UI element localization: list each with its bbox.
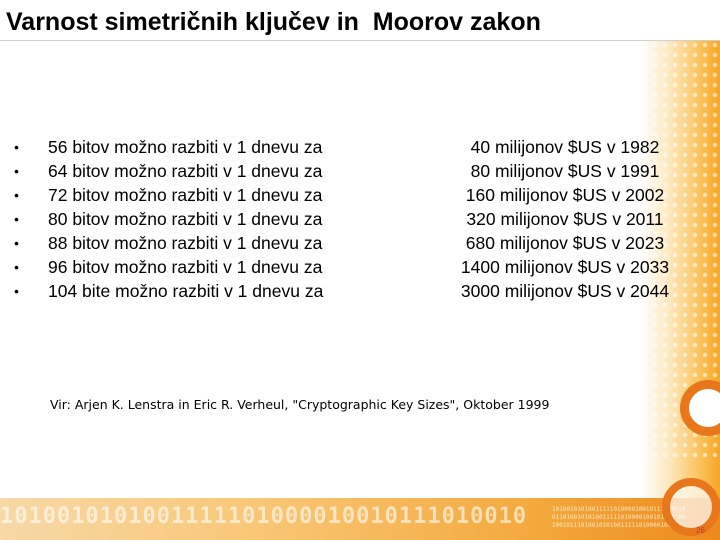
bullet-icon: • <box>14 187 19 203</box>
cost-item: 160 milijonov $US v 2002 <box>465 185 665 205</box>
key-size-list: • 56 bitov možno razbiti v 1 dnevu za • 64… <box>14 135 434 303</box>
binary-digits-small: 1010010101001111101000010010111010010 01… <box>552 506 686 530</box>
binary-line: 1001011101001010100111110100001001011 <box>552 522 686 529</box>
binary-line: 0110100101010011111010000100101110100 <box>552 514 686 521</box>
list-item: • 80 bitov možno razbiti v 1 dnevu za <box>14 207 434 231</box>
list-item: • 88 bitov možno razbiti v 1 dnevu za <box>14 231 434 255</box>
bullet-icon: • <box>14 235 19 251</box>
bullet-icon: • <box>14 211 19 227</box>
bullet-icon: • <box>14 139 19 155</box>
slide-title: Varnost simetričnih ključev in Moorov za… <box>6 8 541 36</box>
list-item-text: 104 bite možno razbiti v 1 dnevu za <box>48 280 324 301</box>
list-item: • 56 bitov možno razbiti v 1 dnevu za <box>14 135 434 159</box>
decorative-ring-icon <box>662 478 720 536</box>
list-item: • 64 bitov možno razbiti v 1 dnevu za <box>14 159 434 183</box>
list-item: • 72 bitov možno razbiti v 1 dnevu za <box>14 183 434 207</box>
cost-item: 1400 milijonov $US v 2033 <box>460 257 670 277</box>
list-item-text: 96 bitov možno razbiti v 1 dnevu za <box>48 256 323 277</box>
bullet-icon: • <box>14 163 19 179</box>
binary-digits-large: 1010010101001111101000010010111010010 <box>0 504 528 529</box>
list-item-text: 56 bitov možno razbiti v 1 dnevu za <box>48 136 323 157</box>
source-citation: Vir: Arjen K. Lenstra in Eric R. Verheul… <box>50 397 550 412</box>
list-item: • 104 bite možno razbiti v 1 dnevu za <box>14 279 434 303</box>
cost-item: 320 milijonov $US v 2011 <box>466 209 664 229</box>
list-item-text: 80 bitov možno razbiti v 1 dnevu za <box>48 208 323 229</box>
list-item-text: 72 bitov možno razbiti v 1 dnevu za <box>48 184 323 205</box>
list-item: • 96 bitov možno razbiti v 1 dnevu za <box>14 255 434 279</box>
cost-item: 680 milijonov $US v 2023 <box>465 233 665 253</box>
list-item-text: 88 bitov možno razbiti v 1 dnevu za <box>48 232 323 253</box>
cost-item: 3000 milijonov $US v 2044 <box>460 281 670 301</box>
decorative-ring-icon <box>680 380 720 436</box>
list-item-text: 64 bitov možno razbiti v 1 dnevu za <box>48 160 323 181</box>
cost-item: 40 milijonov $US v 1982 <box>470 137 660 157</box>
title-divider <box>0 40 720 41</box>
bullet-icon: • <box>14 283 19 299</box>
cost-item: 80 milijonov $US v 1991 <box>470 161 660 181</box>
binary-line: 1010010101001111101000010010111010010 <box>552 506 686 513</box>
page-number: 26 <box>696 526 705 535</box>
bullet-icon: • <box>14 259 19 275</box>
decorative-binary-band: 1010010101001111101000010010111010010 10… <box>0 498 720 540</box>
cost-list: 40 milijonov $US v 1982 80 milijonov $US… <box>440 135 690 303</box>
